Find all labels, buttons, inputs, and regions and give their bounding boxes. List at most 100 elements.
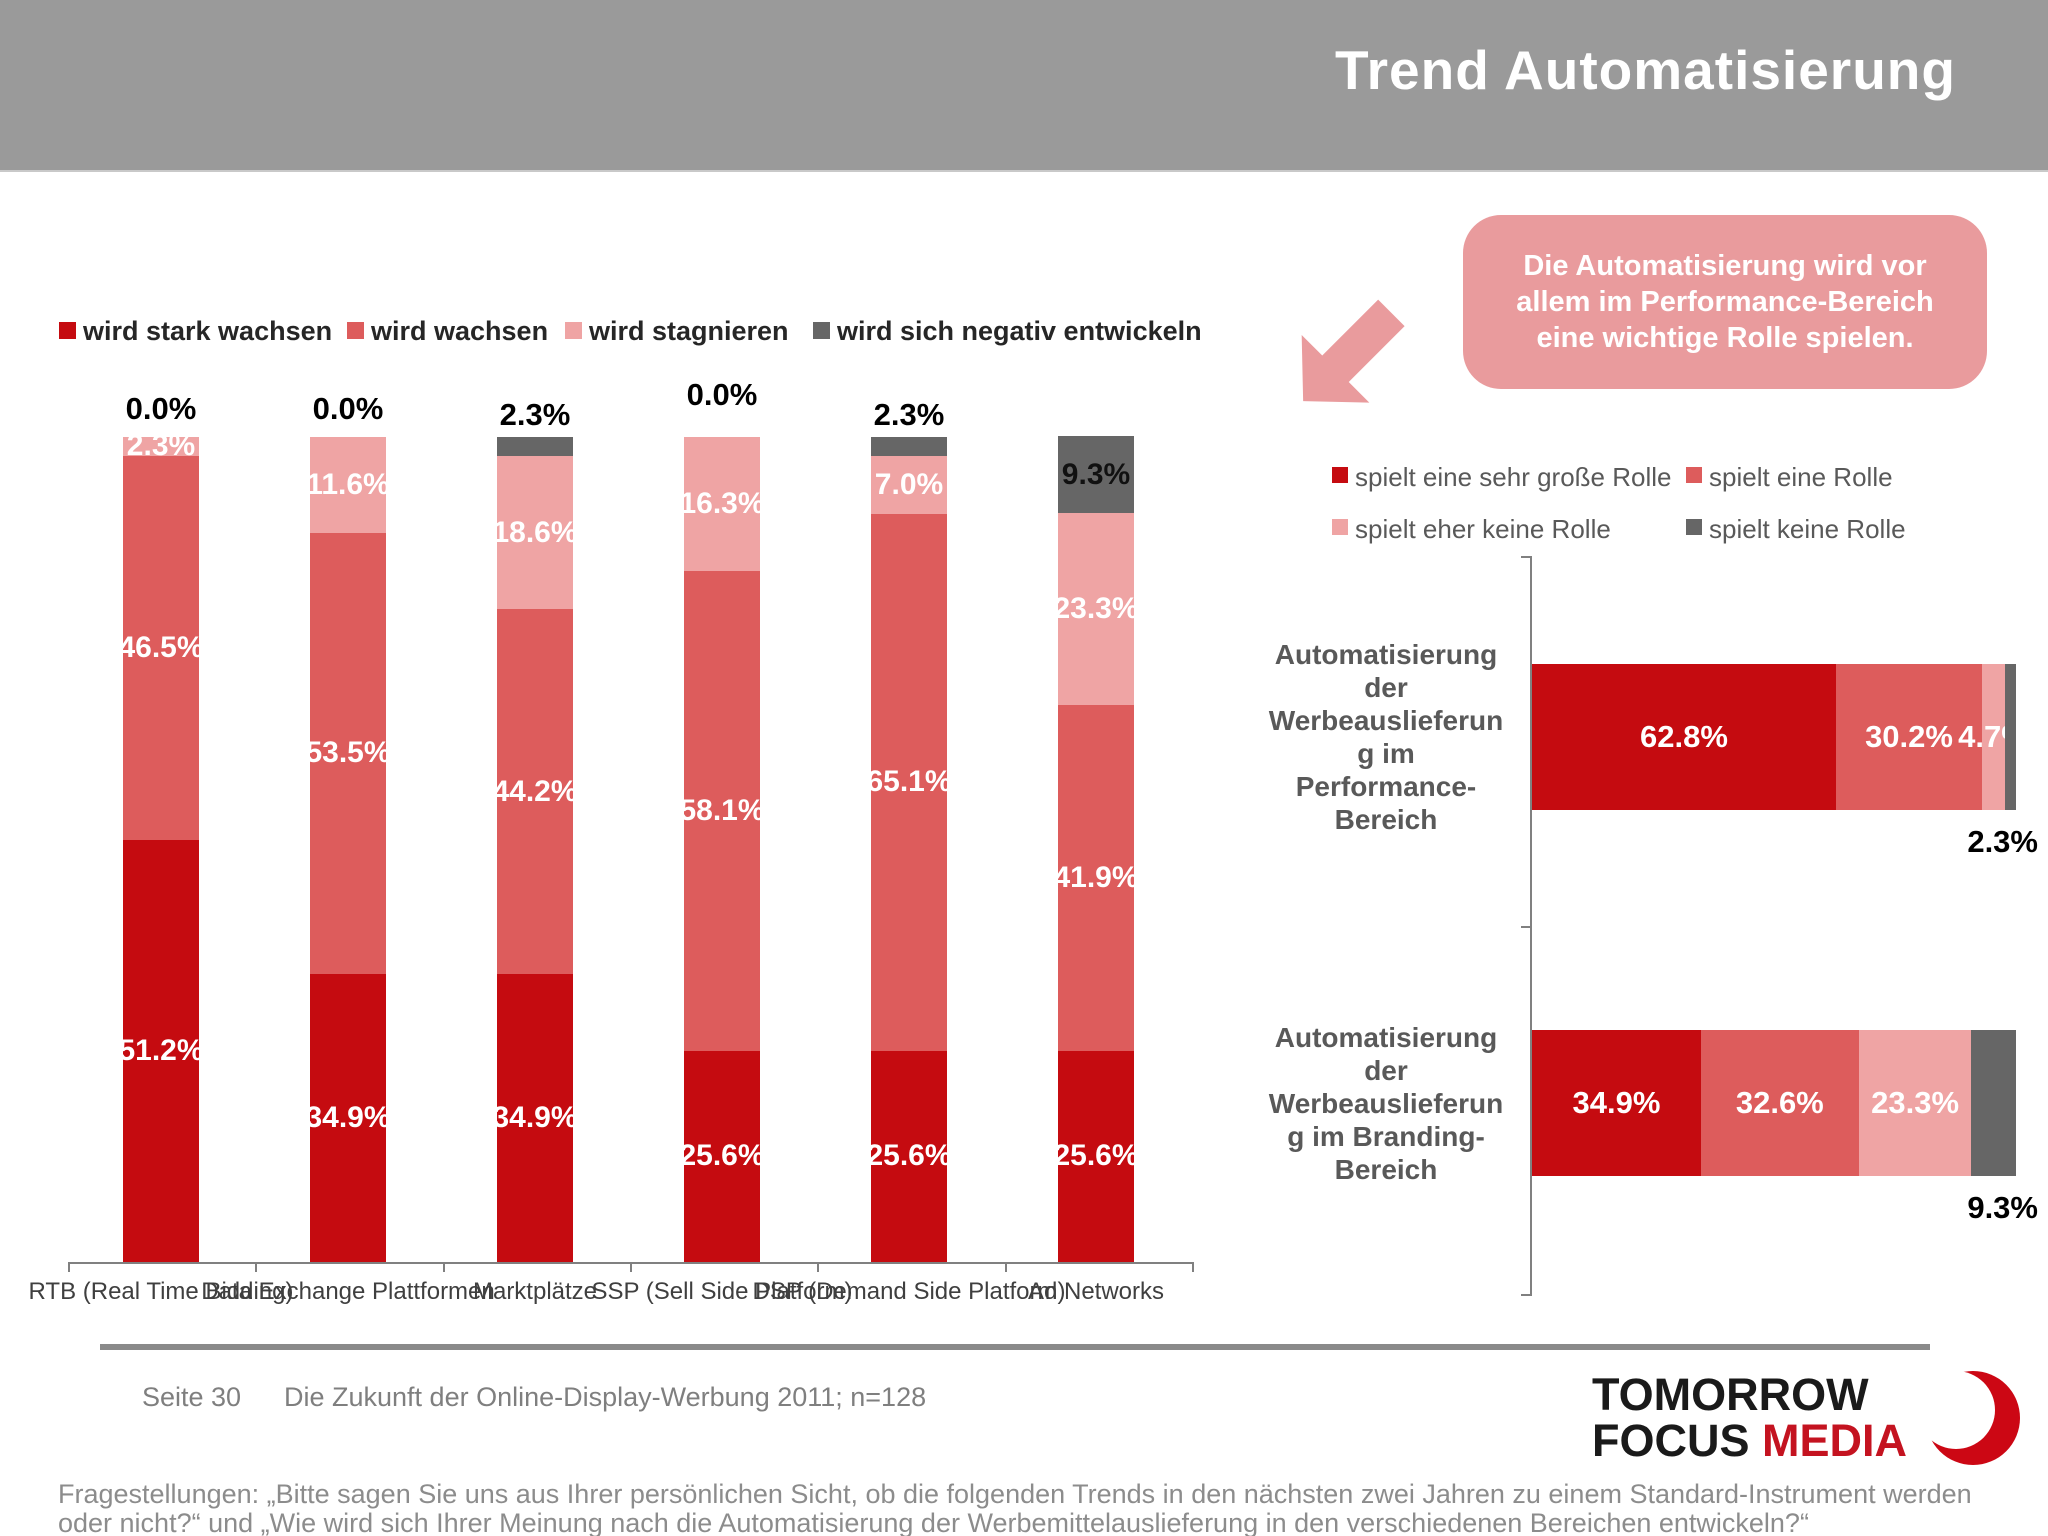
block-arrow-icon	[1301, 299, 1405, 403]
bar-category-line: Bereich	[1334, 1153, 1438, 1185]
segment-value-label: 4.7%	[1958, 719, 2029, 754]
above-bar-label: 0.0%	[686, 377, 758, 412]
x-axis-category-label: RTB (Real Time Bidding)	[28, 1278, 294, 1305]
legend-label: wird wachsen	[371, 316, 549, 346]
bar-segment	[497, 437, 573, 456]
segment-value-label: 62.8%	[1640, 719, 1728, 754]
bar-category-line: Automatisierung	[1274, 639, 1498, 670]
page-number: Seite 30	[142, 1382, 242, 1412]
bar-segment: 53.5%	[305, 532, 391, 975]
callout-text: Die Automatisierung wird vor allem im Pe…	[1516, 250, 1934, 354]
legend-label: spielt keine Rolle	[1709, 514, 1906, 544]
bar-category-line: der	[1364, 1054, 1408, 1086]
logo-crescent-icon	[1921, 1371, 2021, 1465]
bar-category-line: g im	[1357, 738, 1415, 769]
segment-value-label: 2.3%	[126, 429, 196, 463]
above-bar-label: 2.3%	[873, 397, 945, 432]
legend-item-2: spielt eine Rolle	[1686, 462, 1893, 493]
bar-segment: 16.3%	[679, 437, 765, 572]
bar-segment: 58.1%	[679, 571, 765, 1051]
legend-item-1: spielt eine sehr große Rolle	[1332, 462, 1672, 493]
callout-bubble: Die Automatisierung wird vor allem im Pe…	[1463, 215, 1987, 389]
legend-swatch-icon	[1332, 519, 1348, 535]
x-axis-category-label: Marktplätze	[472, 1278, 598, 1305]
legend-swatch-icon	[813, 322, 830, 339]
x-axis-category-label: SSP (Sell Side Platform)	[591, 1278, 853, 1305]
below-bar-label: 9.3%	[1967, 1190, 2038, 1225]
bar-segment: 18.6%	[492, 455, 578, 610]
x-axis-category-label: Data Exchange Plattformen	[201, 1278, 495, 1305]
bar-segment: 62.8%	[1532, 664, 1836, 810]
bar-segment: 32.6%	[1700, 1030, 1859, 1176]
legend-item-2: wird wachsen	[347, 316, 548, 347]
x-axis-category-label: DSP (Demand Side Platform)	[752, 1278, 1066, 1305]
segment-value-label: 25.6%	[866, 1139, 952, 1173]
bar-segment: 41.9%	[1053, 705, 1139, 1051]
segment-value-label: 23.3%	[1871, 1085, 1960, 1120]
segment-value-label: 46.5%	[118, 630, 204, 664]
bar-segment	[871, 437, 947, 456]
header-bar: Trend Automatisierung	[0, 0, 2048, 172]
bar-category-line: Werbeauslieferun	[1268, 1087, 1504, 1119]
legend-item-4: wird sich negativ entwickeln	[813, 316, 1202, 347]
legend-swatch-icon	[1332, 467, 1348, 483]
segment-value-label: 41.9%	[1053, 860, 1139, 894]
segment-value-label: 9.3%	[1061, 457, 1131, 491]
x-axis-tick	[1192, 1262, 1194, 1272]
bar-segment: 2.3%	[123, 429, 199, 462]
legend-swatch-icon	[1686, 467, 1702, 483]
x-axis-tick	[443, 1262, 445, 1272]
bar-segment: 46.5%	[118, 455, 204, 840]
bar-segment: 23.3%	[1053, 512, 1139, 706]
bar-segment	[2004, 664, 2016, 810]
bar-segment: 44.2%	[492, 609, 578, 975]
y-axis-tick	[1521, 556, 1531, 558]
page-title: Trend Automatisierung	[1335, 39, 1956, 101]
above-bar-label: 2.3%	[499, 397, 571, 432]
x-axis-tick	[255, 1262, 257, 1272]
bar-category-label: Automatisierung der Werbeauslieferun g im Pe…	[1262, 638, 1510, 836]
legend-item-1: wird stark wachsen	[59, 316, 332, 347]
bar-category-line: g im Branding-	[1287, 1120, 1485, 1152]
bar-category-line: Performance-	[1295, 771, 1477, 802]
segment-value-label: 65.1%	[866, 765, 952, 799]
bar-segment: 7.0%	[871, 455, 947, 514]
question-footnote: Fragestellungen: „Bitte sagen Sie uns au…	[58, 1480, 1998, 1536]
x-axis-category-label: Ad Networks	[1027, 1278, 1165, 1305]
bar-segment: 25.6%	[866, 1050, 952, 1262]
logo-media-label: MEDIA	[1762, 1415, 1908, 1466]
legend-item-3: wird stagnieren	[565, 316, 789, 347]
legend-swatch-icon	[59, 322, 76, 339]
legend-label: wird sich negativ entwickeln	[837, 316, 1202, 346]
segment-value-label: 25.6%	[679, 1139, 765, 1173]
question-line-1: Fragestellungen: „Bitte sagen Sie uns au…	[58, 1479, 1972, 1509]
bar-segment: 25.6%	[679, 1050, 765, 1262]
above-bar-label: 0.0%	[125, 391, 197, 426]
legend-swatch-icon	[347, 322, 364, 339]
x-axis-tick	[817, 1262, 819, 1272]
bar-category-line: Automatisierung	[1274, 1021, 1498, 1053]
segment-value-label: 34.9%	[492, 1101, 578, 1135]
bar-category-label: Automatisierung der Werbeauslieferun g im B…	[1262, 1021, 1510, 1186]
segment-value-label: 34.9%	[1572, 1085, 1661, 1120]
bar-segment: 11.6%	[306, 437, 390, 533]
segment-value-label: 51.2%	[118, 1033, 204, 1067]
bar-category-line: der	[1364, 672, 1408, 703]
segment-value-label: 58.1%	[679, 794, 765, 828]
legend-label: wird stark wachsen	[83, 316, 333, 346]
y-axis-tick	[1521, 1294, 1531, 1296]
logo-line2: FOCUS MEDIA	[1592, 1415, 1908, 1466]
segment-value-label: 30.2%	[1865, 719, 1953, 754]
legend-swatch-icon	[565, 322, 582, 339]
segment-value-label: 53.5%	[305, 736, 391, 770]
bar-segment	[1971, 1030, 2017, 1176]
x-axis-tick	[68, 1262, 70, 1272]
legend-label: spielt eher keine Rolle	[1355, 514, 1611, 544]
x-axis-tick	[1005, 1262, 1007, 1272]
legend-item-4: spielt keine Rolle	[1686, 514, 1906, 545]
question-line-2: oder nicht?“ und „Wie wird sich Ihrer Me…	[58, 1508, 1809, 1536]
bar-category-line: Werbeauslieferun	[1268, 705, 1504, 736]
bar-segment: 51.2%	[118, 839, 204, 1262]
bar-segment: 34.9%	[492, 974, 578, 1262]
